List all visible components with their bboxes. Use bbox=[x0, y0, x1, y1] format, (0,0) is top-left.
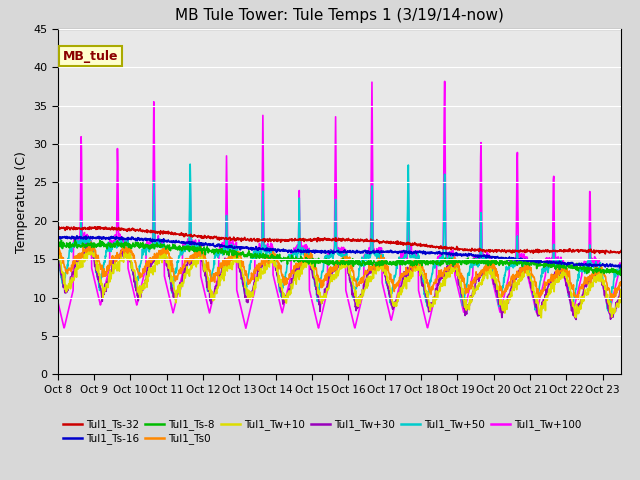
Legend: Tul1_Ts-32, Tul1_Ts-16, Tul1_Ts-8, Tul1_Ts0, Tul1_Tw+10, Tul1_Tw+30, Tul1_Tw+50,: Tul1_Ts-32, Tul1_Ts-16, Tul1_Ts-8, Tul1_… bbox=[63, 420, 581, 444]
Text: MB_tule: MB_tule bbox=[63, 49, 119, 62]
Y-axis label: Temperature (C): Temperature (C) bbox=[15, 151, 28, 252]
Title: MB Tule Tower: Tule Temps 1 (3/19/14-now): MB Tule Tower: Tule Temps 1 (3/19/14-now… bbox=[175, 9, 504, 24]
